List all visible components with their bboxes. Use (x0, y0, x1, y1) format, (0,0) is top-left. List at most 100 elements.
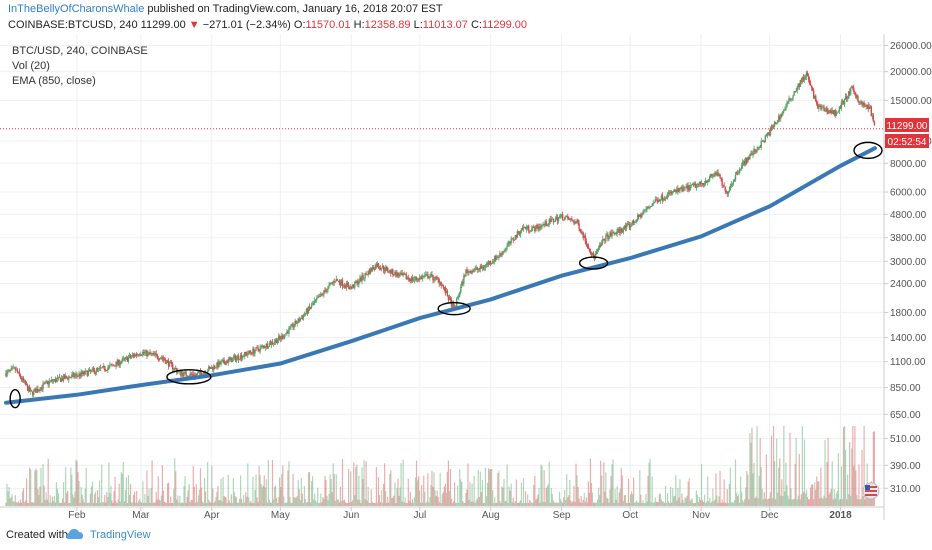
candle-body (508, 241, 510, 244)
candle-body (569, 218, 571, 220)
candle-body (178, 371, 180, 373)
volume-bar (773, 461, 776, 506)
volume-bar (656, 502, 658, 506)
candle-body (534, 227, 536, 232)
candle-body (18, 371, 21, 375)
candle-body (677, 188, 679, 193)
volume-bar (627, 478, 630, 506)
candle-body (246, 353, 248, 356)
volume-bar (745, 487, 747, 506)
flag-icon[interactable] (862, 482, 880, 500)
candle-body (769, 127, 772, 135)
volume-bar (304, 499, 307, 506)
candle-body (484, 264, 487, 268)
annotation-circle (166, 369, 212, 385)
volume-bar (79, 502, 81, 506)
volume-bar (566, 474, 568, 506)
candle-body (473, 270, 475, 272)
volume-bar (11, 494, 13, 506)
volume-bar (661, 501, 664, 506)
candle-body (857, 95, 859, 102)
time-axis[interactable]: Feb Mar Apr May Jun Jul Aug Sep Oct Nov Dec 2018 (68, 507, 852, 520)
candle-body (296, 322, 298, 324)
volume-bar (516, 502, 518, 506)
volume-bar (368, 502, 370, 506)
candle-body (518, 232, 521, 235)
volume-bar (261, 487, 263, 506)
volume-bar (380, 489, 383, 506)
candle-body (221, 360, 223, 362)
volume-bar (116, 502, 118, 506)
volume-bar (791, 499, 793, 506)
volume-bar (608, 502, 610, 506)
candle-body (751, 153, 753, 155)
candle-body (293, 325, 295, 328)
candle-body (148, 352, 150, 354)
candle-body (818, 105, 820, 109)
candle-body (546, 225, 548, 227)
volume-bar (846, 499, 848, 506)
volume-bar (141, 502, 143, 506)
volume-bar (472, 501, 474, 506)
volume-bar (788, 499, 790, 506)
candle-body (353, 284, 355, 288)
volume-bar (408, 500, 410, 506)
volume-bar (561, 501, 563, 506)
volume-bar (731, 502, 734, 506)
candle-body (219, 361, 221, 365)
volume-bar (184, 476, 186, 506)
candle-body (171, 364, 174, 370)
y-tick-label: 3800.00 (890, 233, 927, 244)
volume-bar (299, 500, 301, 506)
tradingview-link[interactable]: TradingView (90, 529, 151, 541)
candle-body (367, 271, 369, 275)
volume-bar (321, 502, 323, 506)
high-value: 12358.89 (364, 19, 411, 31)
volume-bar (618, 492, 620, 506)
candle-body (192, 374, 194, 376)
volume-bar (180, 502, 182, 506)
volume-bar (592, 502, 595, 506)
candle-body (846, 98, 849, 100)
volume-bar (429, 496, 431, 506)
candle-body (242, 356, 245, 357)
volume-bar (799, 499, 801, 506)
volume-bar (422, 502, 424, 506)
candle-body (34, 388, 36, 391)
candle-body (510, 238, 512, 243)
volume-bar (804, 493, 807, 506)
candle-body (126, 357, 129, 362)
candle-body (423, 276, 425, 278)
candle-body (352, 284, 354, 288)
candle-body (25, 384, 28, 386)
volume-bar (548, 461, 550, 506)
volume-bar (39, 486, 41, 506)
volume-bar (582, 499, 584, 506)
candle-body (306, 309, 309, 314)
volume-bar (182, 502, 184, 506)
candle-body (817, 104, 819, 109)
candle-body (613, 232, 615, 234)
volume-bar (467, 463, 469, 506)
candle-body (392, 269, 394, 276)
volume-bar (187, 490, 189, 506)
candle-body (798, 83, 800, 87)
volume-bar (605, 472, 607, 506)
candle-body (354, 281, 356, 288)
candle-body (181, 373, 183, 376)
candle-body (240, 355, 243, 359)
volume-bar (327, 500, 329, 506)
author-link[interactable]: InTheBellyOfCharonsWhale (8, 3, 145, 15)
volume-bar (316, 502, 318, 506)
candle-body (210, 367, 212, 369)
candle-body (228, 359, 230, 360)
volume-bar (630, 491, 633, 506)
price-chart[interactable]: 310.00390.00510.00650.00850.001100.00140… (0, 34, 932, 520)
candle-body (230, 357, 233, 363)
volume-bar (343, 499, 346, 506)
candle-body (174, 368, 176, 370)
tradingview-cloud-icon[interactable] (66, 528, 86, 542)
created-with-text: Created with (6, 529, 68, 541)
volume-bar (571, 502, 573, 506)
candle-body (26, 384, 29, 391)
